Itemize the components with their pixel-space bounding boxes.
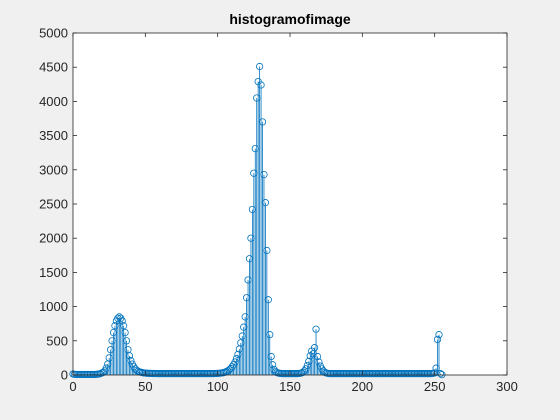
markers-layer: [69, 62, 446, 379]
stem-marker-40: [127, 357, 135, 365]
ticks-layer: 0 50 100 150 200 250 3000500100015002000250030…: [39, 26, 518, 395]
stem-marker-125: [250, 169, 258, 177]
y-tick-label-5: 2500: [39, 197, 68, 212]
stem-marker-160: [300, 367, 309, 375]
y-tick-label-3: 1500: [39, 265, 68, 280]
stem-marker-126: [251, 144, 259, 153]
stem-marker-36: [121, 328, 129, 337]
y-tick-label-7: 3500: [39, 128, 68, 143]
stem-marker-169: [313, 352, 322, 361]
stem-marker-23: [102, 364, 110, 372]
x-tick-label-3: 150: [279, 379, 301, 394]
stem-marker-132: [260, 170, 268, 179]
stem-marker-25: [105, 354, 113, 362]
stem-marker-161: [302, 365, 310, 373]
stem-marker-162: [303, 361, 311, 370]
y-tick-label-9: 4500: [39, 60, 68, 75]
stem-marker-138: [269, 361, 277, 369]
y-tick-label-2: 1000: [39, 299, 68, 314]
chart-title: histogramofimage: [229, 11, 351, 27]
stem-marker-114: [234, 350, 242, 359]
stem-marker-134: [263, 246, 271, 255]
x-tick-label-6: 300: [496, 379, 518, 394]
y-tick-label-0: 0: [61, 368, 68, 383]
stem-marker-253: [435, 331, 443, 339]
stem-marker-39: [125, 352, 134, 360]
stem-marker-168: [312, 325, 320, 333]
stem-marker-252: [433, 335, 442, 344]
x-tick-label-1: 50: [138, 379, 152, 394]
plot-area: [73, 33, 507, 375]
stem-marker-120: [243, 294, 251, 302]
stem-marker-112: [231, 358, 239, 366]
y-tick-label-8: 4000: [39, 94, 68, 109]
stem-marker-118: [240, 323, 248, 331]
x-tick-label-4: 200: [351, 379, 373, 394]
stem-marker-35: [120, 322, 128, 330]
stem-marker-129: [256, 62, 264, 71]
stem-marker-163: [305, 357, 313, 365]
stem-marker-251: [432, 364, 440, 372]
stem-marker-130: [257, 81, 265, 89]
stem-marker-170: [315, 358, 323, 366]
stem-marker-113: [232, 354, 241, 363]
stem-marker-121: [244, 276, 252, 284]
y-tick-label-1: 500: [46, 333, 68, 348]
x-tick-label-2: 100: [207, 379, 229, 394]
stem-marker-34: [118, 317, 126, 325]
stem-marker-254: [436, 370, 445, 378]
stem-marker-122: [245, 255, 254, 263]
stem-marker-124: [248, 205, 256, 214]
stem-marker-137: [267, 352, 275, 361]
y-tick-label-6: 3000: [39, 162, 68, 177]
stem-marker-28: [109, 328, 118, 337]
stem-marker-29: [111, 322, 119, 330]
stem-marker-167: [310, 344, 319, 352]
x-tick-label-0: 0: [69, 379, 76, 394]
stem-marker-135: [264, 296, 272, 304]
stem-marker-133: [261, 199, 270, 207]
stem-marker-123: [247, 234, 255, 242]
x-tick-label-5: 250: [424, 379, 446, 394]
stem-marker-136: [266, 331, 274, 339]
y-tick-label-10: 5000: [39, 26, 68, 41]
stem-marker-116: [237, 339, 245, 347]
stem-marker-250: [431, 369, 439, 377]
stem-marker-119: [241, 313, 249, 321]
stem-marker-26: [107, 346, 115, 354]
stem-marker-131: [258, 118, 267, 126]
stem-marker-27: [108, 337, 116, 345]
stem-marker-127: [253, 94, 261, 102]
stem-marker-117: [238, 332, 246, 340]
y-tick-label-4: 2000: [39, 231, 68, 246]
stem-marker-37: [122, 337, 131, 345]
